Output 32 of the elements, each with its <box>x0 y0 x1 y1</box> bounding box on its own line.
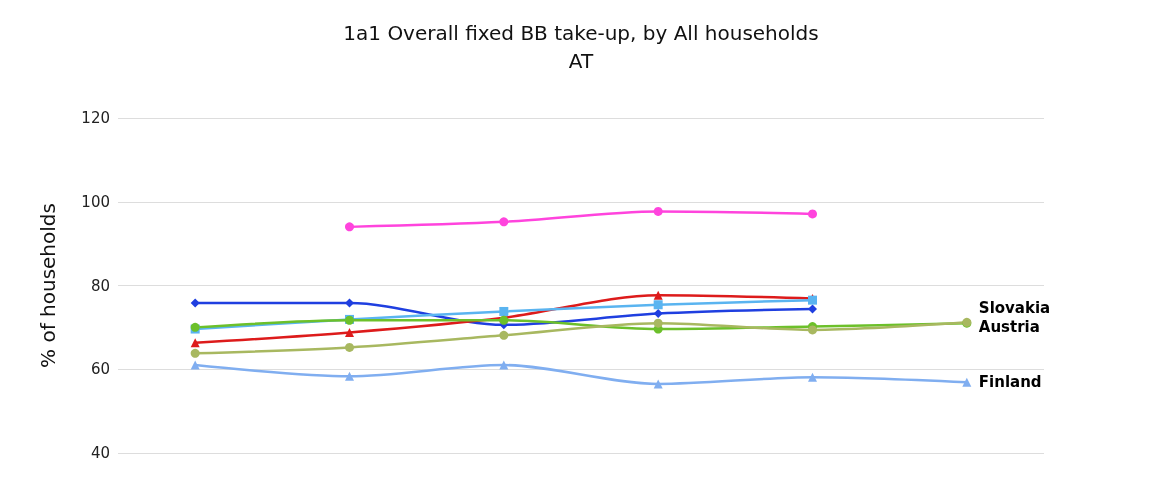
point <box>653 300 663 310</box>
point <box>808 304 817 314</box>
y-tick-label: 100 <box>81 192 110 211</box>
point <box>499 360 509 370</box>
series-label: Finland <box>978 373 1042 392</box>
y-tick-label: 60 <box>90 360 110 379</box>
point <box>499 306 509 316</box>
chart-title: 1a1 Overall fixed BB take-up, by All households <box>343 21 819 45</box>
point <box>345 327 354 337</box>
y-tick-label: 80 <box>90 276 110 295</box>
point <box>499 330 509 340</box>
point <box>653 206 663 216</box>
point <box>653 309 663 319</box>
point <box>653 290 663 300</box>
series-label: Slovakia <box>978 299 1051 318</box>
point <box>190 348 200 358</box>
point <box>190 360 200 370</box>
y-tick-label: 40 <box>90 444 110 462</box>
point <box>499 217 509 227</box>
point <box>190 298 200 308</box>
chart-subtitle: AT <box>568 49 594 73</box>
point <box>345 342 354 352</box>
point <box>808 372 817 382</box>
point <box>808 209 817 219</box>
point <box>962 377 972 387</box>
point <box>345 298 354 308</box>
y-tick-label: 120 <box>81 109 110 127</box>
point <box>653 318 663 328</box>
point <box>345 222 354 232</box>
series-label: Austria <box>978 318 1040 337</box>
point <box>345 371 354 381</box>
y-axis-title: % of households <box>36 203 60 368</box>
